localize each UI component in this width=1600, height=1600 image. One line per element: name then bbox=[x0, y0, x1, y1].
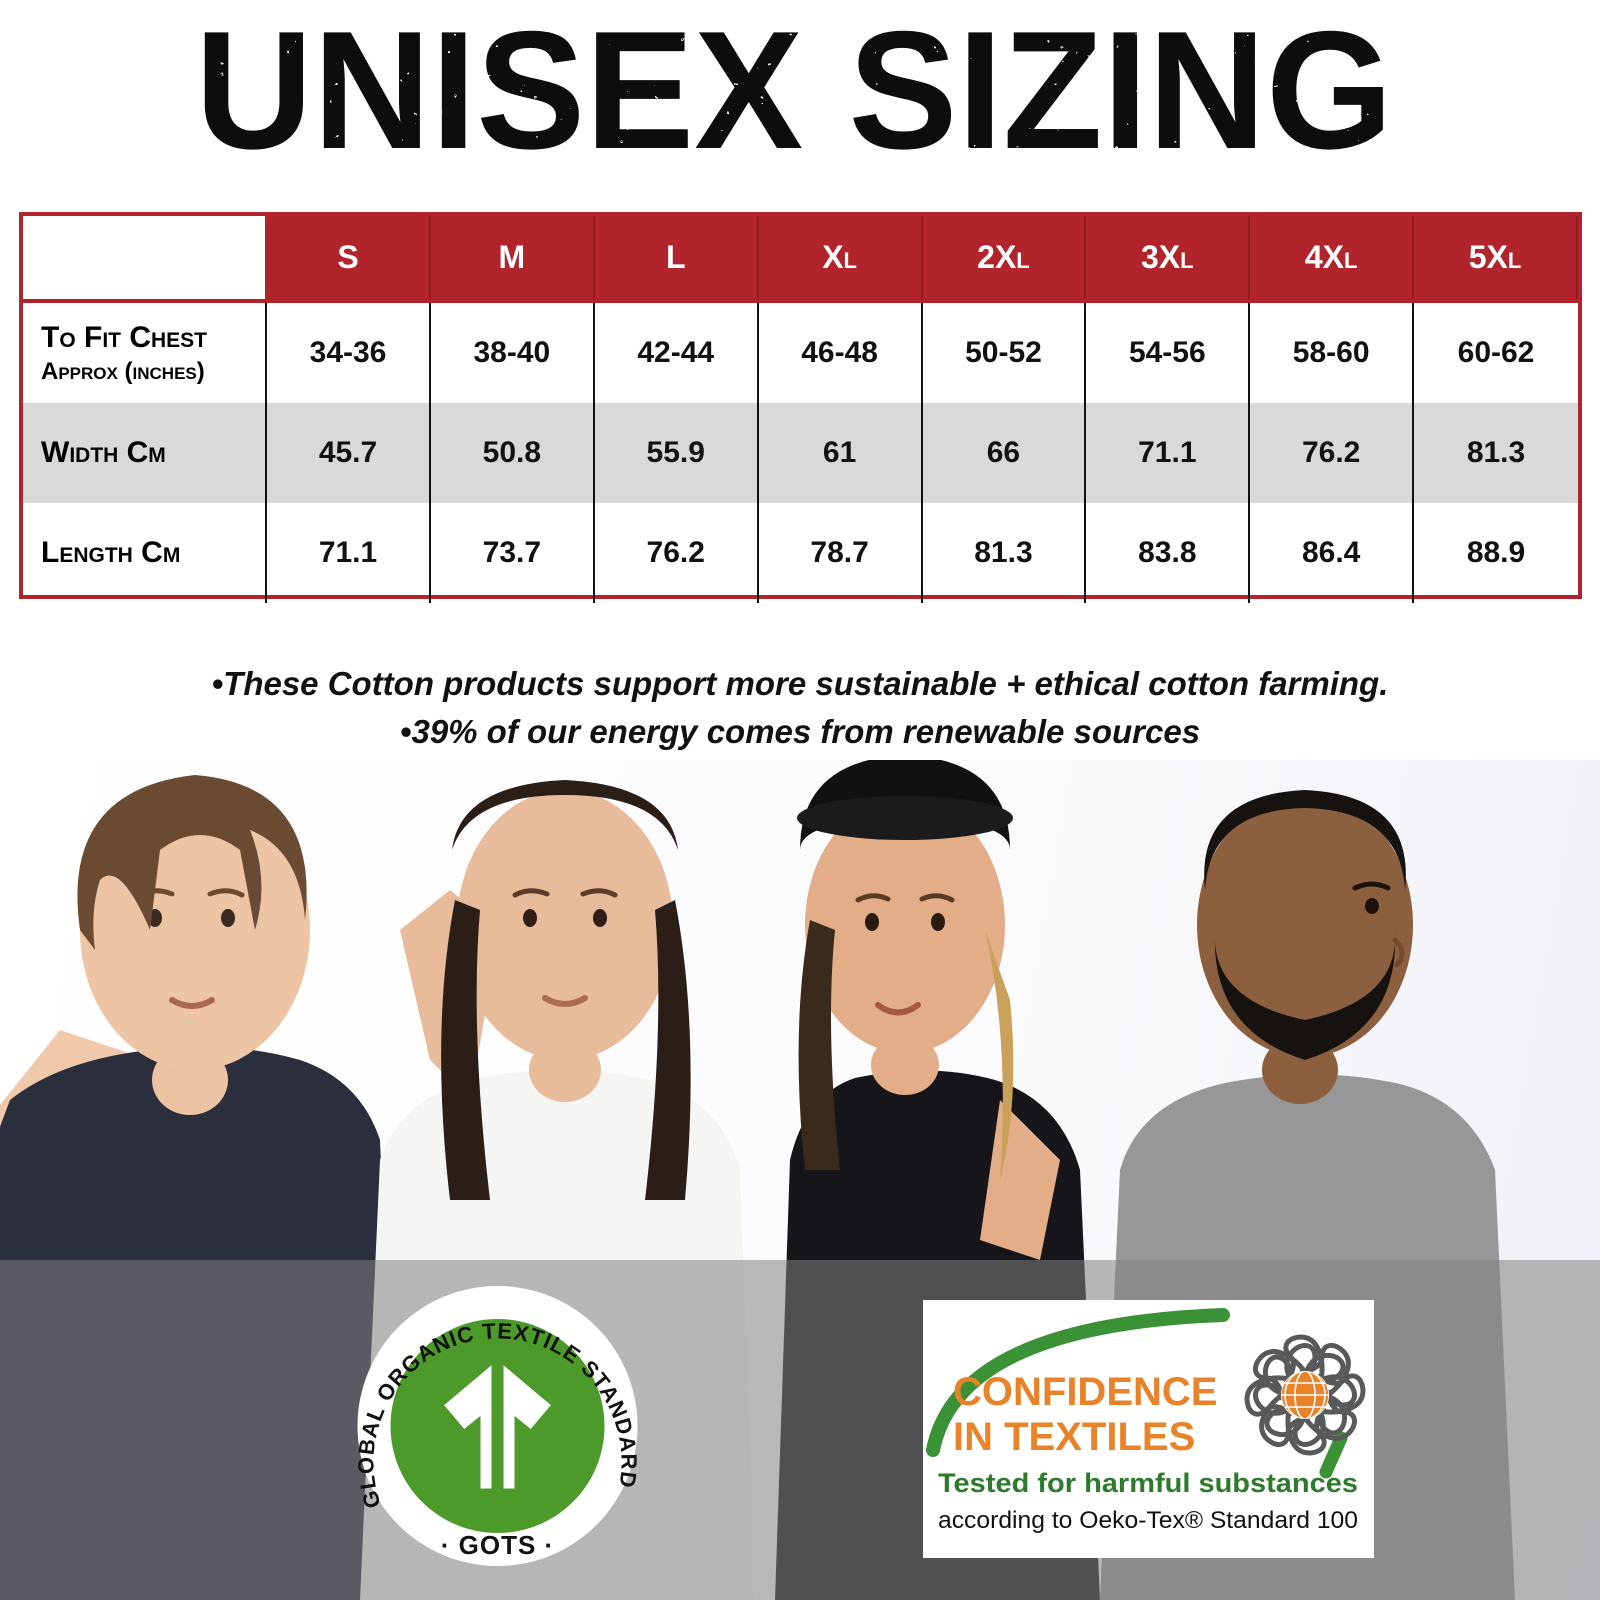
svg-text:· GOTS ·: · GOTS · bbox=[441, 1530, 554, 1560]
svg-text:IN TEXTILES: IN TEXTILES bbox=[953, 1415, 1195, 1459]
svg-text:UNISEX SIZING: UNISEX SIZING bbox=[195, 0, 1393, 184]
svg-text:Tested for harmful substances: Tested for harmful substances bbox=[938, 1468, 1358, 1498]
svg-text:according to Oeko-Tex® Standar: according to Oeko-Tex® Standard 100 bbox=[938, 1507, 1358, 1534]
svg-text:CONFIDENCE: CONFIDENCE bbox=[953, 1370, 1217, 1414]
